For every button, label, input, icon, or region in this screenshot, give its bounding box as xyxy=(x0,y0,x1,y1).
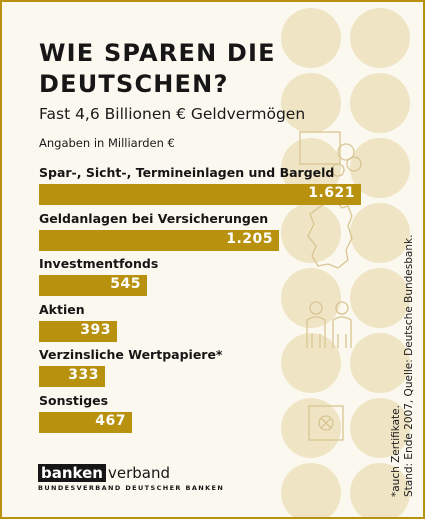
logo-subline: BUNDESVERBAND DEUTSCHER BANKEN xyxy=(38,484,225,492)
deco-circle xyxy=(281,398,341,458)
bankenverband-logo: banken verband BUNDESVERBAND DEUTSCHER BA… xyxy=(38,464,224,492)
category-label: Verzinsliche Wertpapiere* xyxy=(39,347,223,362)
bar-value-label: 1.621 xyxy=(308,185,355,201)
bar: 467 xyxy=(39,411,132,433)
source-line: Stand: Ende 2007, Quelle: Deutsche Bunde… xyxy=(402,234,415,497)
bar: 393 xyxy=(39,320,117,342)
deco-circle xyxy=(281,333,341,393)
logo-wordmark: banken verband xyxy=(38,464,224,482)
safe-icon xyxy=(308,405,344,441)
deco-circle xyxy=(350,203,410,263)
bar-value-label: 393 xyxy=(80,321,111,338)
deco-circle xyxy=(281,203,341,263)
deco-circle xyxy=(350,398,410,458)
bar-value-label: 333 xyxy=(68,367,99,383)
bar: 1.621 xyxy=(39,184,361,205)
category-label: Spar-, Sicht-, Termineinlagen und Bargel… xyxy=(39,165,335,180)
logo-rest-part: verband xyxy=(107,464,170,482)
deco-circle xyxy=(281,463,341,517)
bar-value-label: 467 xyxy=(95,412,126,429)
deco-circle xyxy=(281,268,341,328)
deco-circle xyxy=(281,73,341,133)
deco-circle xyxy=(350,463,410,517)
category-label: Aktien xyxy=(39,301,85,317)
chart-subtitle: Fast 4,6 Billionen € Geldvermögen xyxy=(39,105,306,123)
bar-value-label: 545 xyxy=(110,276,141,292)
bar: 333 xyxy=(39,366,105,387)
footnote-line: *auch Zertifikate. xyxy=(390,405,402,497)
chart-title: WIE SPAREN DIE DEUTSCHEN? xyxy=(39,39,276,98)
deco-circle xyxy=(350,333,410,393)
coins-icon xyxy=(299,131,362,177)
bar: 1.205 xyxy=(39,229,279,251)
deco-circle xyxy=(281,138,341,198)
deco-circle xyxy=(350,8,410,68)
category-label: Geldanlagen bei Versicherungen xyxy=(39,210,269,226)
deco-circle xyxy=(350,138,410,198)
category-label: Investmentfonds xyxy=(39,256,159,271)
germany-map-icon xyxy=(307,200,353,269)
category-label: Sonstiges xyxy=(39,392,109,408)
people-icon xyxy=(306,301,352,348)
source-note: *auch Zertifikate. Stand: Ende 2007, Que… xyxy=(390,235,415,497)
deco-circle xyxy=(350,73,410,133)
logo-boxed-part: banken xyxy=(38,464,106,482)
deco-circle xyxy=(350,268,410,328)
bar-value-label: 1.205 xyxy=(226,230,273,247)
deco-circle xyxy=(281,8,341,68)
bar: 545 xyxy=(39,275,147,296)
unit-note: Angaben in Milliarden € xyxy=(39,136,175,150)
